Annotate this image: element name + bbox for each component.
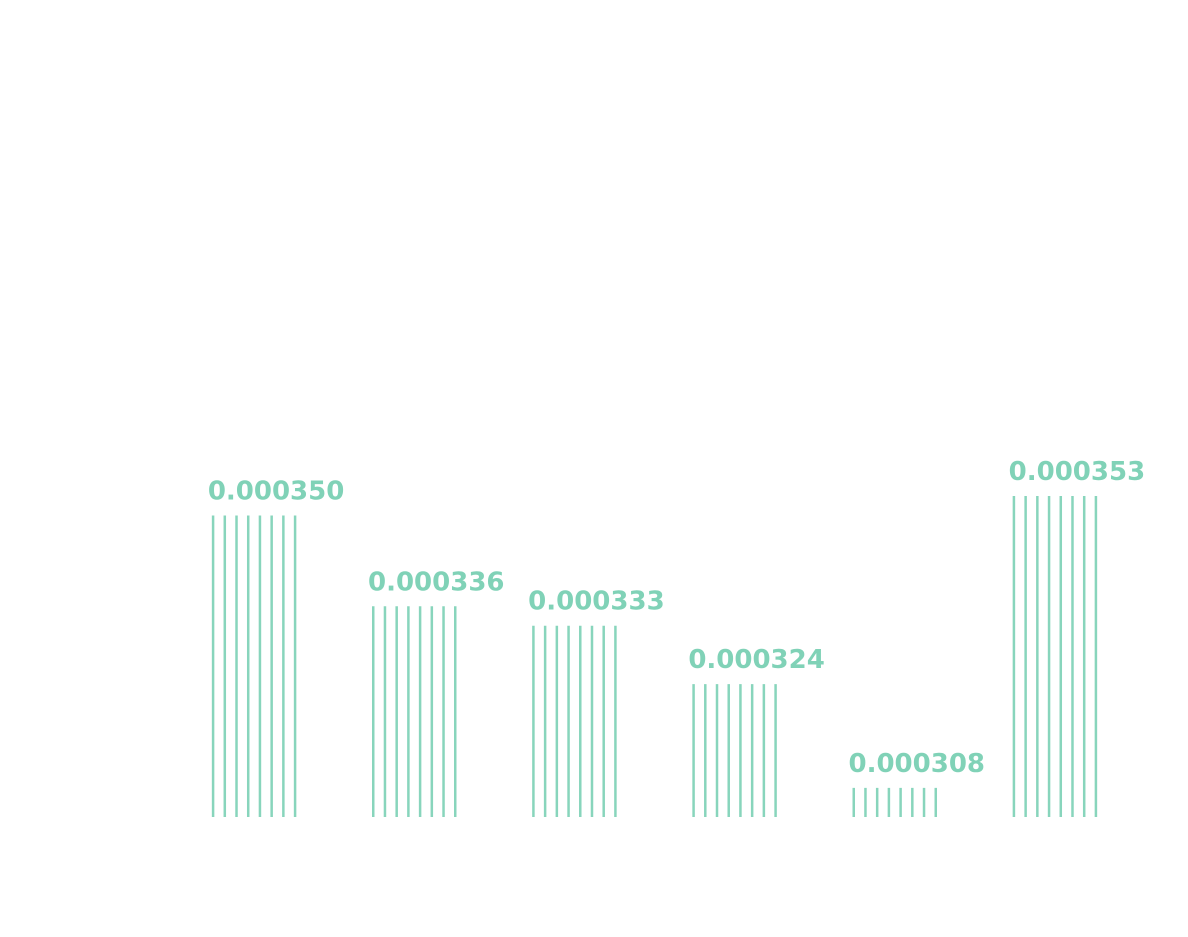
value-label: 0.000324 [688, 645, 825, 675]
value-label: 0.000308 [848, 749, 985, 779]
bar [1012, 496, 1098, 817]
bar [372, 606, 457, 817]
value-label: 0.000353 [1009, 457, 1146, 487]
value-label: 0.000350 [208, 477, 345, 507]
value-label: 0.000336 [368, 567, 505, 597]
bar [852, 787, 937, 817]
bar [692, 684, 777, 817]
value-label: 0.000333 [528, 587, 665, 617]
bar [532, 625, 617, 817]
bar [211, 515, 297, 817]
